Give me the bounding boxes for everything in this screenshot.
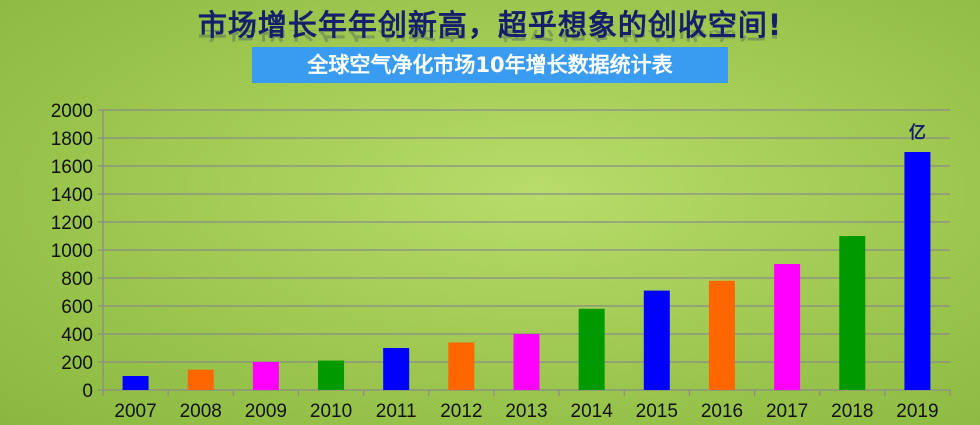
x-tick-label: 2014 [571, 401, 614, 422]
y-tick-label: 1400 [51, 185, 93, 206]
y-tick-label: 1800 [51, 129, 93, 150]
x-tick-label: 2012 [440, 401, 482, 422]
bar-2007 [122, 376, 149, 390]
bar-2011 [383, 348, 410, 390]
bar-2010 [318, 360, 345, 390]
x-tick-label: 2008 [180, 401, 222, 422]
y-tick-label: 0 [82, 381, 93, 402]
bar-2014 [578, 308, 605, 390]
headline: 市场增长年年创新高，超乎想象的创收空间! [197, 8, 783, 42]
bar-2009 [252, 362, 279, 390]
x-tick-label: 2019 [896, 401, 938, 422]
y-tick-label: 1200 [51, 213, 93, 234]
x-tick-label: 2010 [310, 401, 352, 422]
x-tick-label: 2009 [245, 401, 287, 422]
bar-2016 [708, 280, 735, 390]
x-tick-label: 2007 [114, 401, 156, 422]
bar-2019 [904, 152, 931, 390]
y-tick-label: 600 [61, 297, 93, 318]
y-tick-label: 1000 [51, 241, 93, 262]
x-tick-label: 2015 [636, 401, 678, 422]
bar-2012 [448, 342, 475, 390]
chart-title: 全球空气净化市场10年增长数据统计表 [252, 47, 728, 83]
bar-2013 [513, 334, 540, 390]
x-tick-label: 2017 [766, 401, 808, 422]
y-tick-label: 200 [61, 353, 93, 374]
x-tick-label: 2013 [505, 401, 547, 422]
unit-label: 亿 [909, 122, 926, 143]
bar-2018 [839, 236, 866, 390]
y-tick-label: 2000 [51, 101, 93, 122]
bar-2017 [774, 264, 801, 390]
x-tick-label: 2011 [376, 401, 417, 422]
bar-2015 [643, 290, 670, 390]
x-tick-label: 2018 [831, 401, 873, 422]
y-tick-label: 400 [61, 325, 93, 346]
x-tick-label: 2016 [701, 401, 743, 422]
bar-2008 [187, 369, 214, 390]
y-tick-label: 800 [61, 269, 93, 290]
y-tick-label: 1600 [51, 157, 93, 178]
